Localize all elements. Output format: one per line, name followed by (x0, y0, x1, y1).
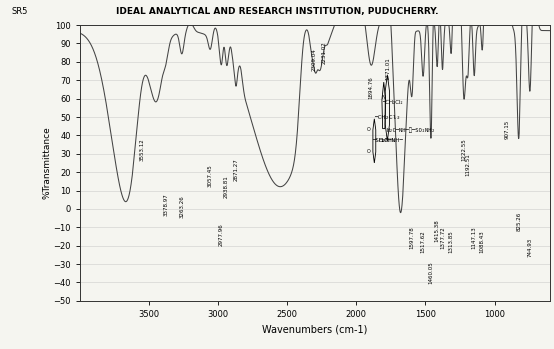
Text: ─CH₂Cl₂: ─CH₂Cl₂ (382, 100, 403, 105)
Text: H₂C─NH─: H₂C─NH─ (378, 139, 403, 143)
Text: 3378.97: 3378.97 (163, 193, 168, 216)
Text: 3057.45: 3057.45 (208, 164, 213, 187)
Text: 1222.55: 1222.55 (461, 138, 466, 161)
Text: 1088.43: 1088.43 (480, 230, 485, 253)
Text: 1377.72: 1377.72 (440, 227, 445, 249)
Text: 2871.27: 2871.27 (233, 158, 238, 181)
Text: 2938.81: 2938.81 (224, 175, 229, 198)
Text: 825.26: 825.26 (516, 212, 521, 231)
Text: 3553.12: 3553.12 (139, 138, 144, 161)
Text: 1147.13: 1147.13 (471, 227, 477, 249)
Text: 2309.04: 2309.04 (311, 48, 316, 71)
Text: 2231.02: 2231.02 (322, 41, 327, 64)
Text: 744.93: 744.93 (527, 237, 532, 257)
Text: IDEAL ANALYTICAL AND RESEARCH INSTITUTION, PUDUCHERRY.: IDEAL ANALYTICAL AND RESEARCH INSTITUTIO… (116, 7, 438, 16)
Text: 1313.85: 1313.85 (449, 230, 454, 253)
Text: 1771.01: 1771.01 (386, 58, 391, 80)
Text: 1517.62: 1517.62 (420, 230, 425, 253)
X-axis label: Wavenumbers (cm-1): Wavenumbers (cm-1) (262, 324, 368, 334)
Text: N: N (382, 95, 386, 100)
Text: H₂C─NH─⬡─SO₂NH₂: H₂C─NH─⬡─SO₂NH₂ (387, 127, 435, 133)
Text: 1460.05: 1460.05 (428, 261, 433, 284)
Text: 907.15: 907.15 (505, 120, 510, 139)
Text: 1597.78: 1597.78 (409, 227, 414, 249)
Text: 1192.51: 1192.51 (465, 153, 470, 176)
Y-axis label: %Transmittance: %Transmittance (43, 127, 52, 199)
Text: O: O (367, 127, 370, 132)
Text: 1894.76: 1894.76 (368, 76, 373, 99)
Text: 1415.38: 1415.38 (435, 219, 440, 242)
Text: O: O (367, 149, 370, 154)
Text: SR5: SR5 (11, 7, 28, 16)
Text: 3263.26: 3263.26 (179, 195, 184, 218)
Text: ─CH₂Cl₂: ─CH₂Cl₂ (375, 114, 401, 119)
Text: 2977.96: 2977.96 (219, 223, 224, 246)
Text: ─SO₂NH₂: ─SO₂NH₂ (372, 139, 396, 143)
